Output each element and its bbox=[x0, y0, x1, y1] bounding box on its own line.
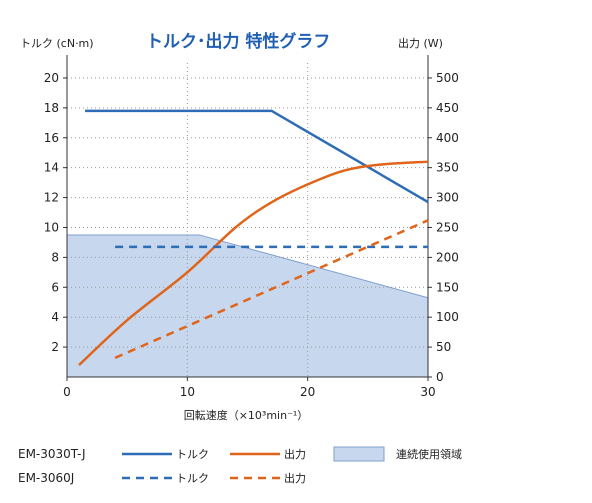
y-tick-label-left: 20 bbox=[44, 71, 59, 85]
x-tick-label: 0 bbox=[63, 385, 71, 399]
y-tick-label-right: 250 bbox=[436, 220, 459, 234]
legend-label-torque: トルク bbox=[176, 448, 209, 461]
legend-label-torque: トルク bbox=[176, 472, 209, 485]
legend-model-label: EM-3060J bbox=[18, 471, 74, 485]
y-tick-label-left: 16 bbox=[44, 131, 59, 145]
x-tick-label: 20 bbox=[300, 385, 315, 399]
y-axis-right-label: 出力 (W) bbox=[398, 36, 443, 50]
y-tick-label-left: 8 bbox=[51, 250, 59, 264]
y-tick-label-right: 200 bbox=[436, 250, 459, 264]
y-tick-label-right: 0 bbox=[436, 370, 444, 384]
y-tick-label-left: 2 bbox=[51, 340, 59, 354]
series-line-em-3060j-power bbox=[114, 219, 429, 360]
legend-swatch-region bbox=[333, 446, 385, 462]
y-tick-label-left: 12 bbox=[44, 191, 59, 205]
y-tick-label-left: 14 bbox=[44, 161, 59, 175]
y-tick-label-right: 350 bbox=[436, 161, 459, 175]
y-tick-label-right: 50 bbox=[436, 340, 451, 354]
y-tick-label-left: 6 bbox=[51, 280, 59, 294]
y-tick-label-right: 500 bbox=[436, 71, 459, 85]
x-tick-label: 10 bbox=[180, 385, 195, 399]
y-axis-left-label: トルク (cN·m) bbox=[20, 37, 94, 50]
y-tick-label-right: 150 bbox=[436, 280, 459, 294]
series-line-em-3030t-j-power bbox=[78, 160, 429, 366]
legend-label-power: 出力 bbox=[284, 447, 306, 461]
y-tick-label-left: 10 bbox=[44, 220, 59, 234]
y-tick-label-left: 18 bbox=[44, 101, 59, 115]
legend-label-region: 連続使用領域 bbox=[396, 447, 462, 461]
series-line-em-3030t-j-torque bbox=[85, 109, 429, 204]
grid-layer bbox=[67, 63, 428, 377]
y-tick-label-right: 100 bbox=[436, 310, 459, 324]
x-axis-label: 回転速度（×10³min⁻¹） bbox=[184, 408, 309, 422]
chart-title: トルク･出力 特性グラフ bbox=[146, 31, 330, 52]
axes-layer: 2468101214161820050100150200250300350400… bbox=[44, 55, 459, 399]
y-tick-label-right: 400 bbox=[436, 131, 459, 145]
legend-model-label: EM-3030T-J bbox=[18, 447, 86, 461]
y-tick-label-right: 300 bbox=[436, 191, 459, 205]
y-tick-label-right: 450 bbox=[436, 101, 459, 115]
legend-label-power: 出力 bbox=[284, 471, 306, 485]
series-layer bbox=[78, 109, 429, 366]
y-tick-label-left: 4 bbox=[51, 310, 59, 324]
x-tick-label: 30 bbox=[420, 385, 435, 399]
